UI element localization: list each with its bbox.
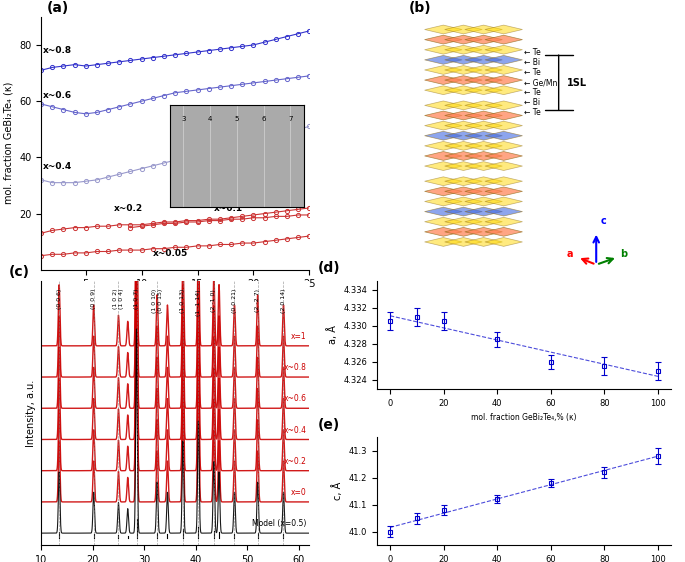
Polygon shape [445, 177, 482, 185]
Text: (0 0 21): (0 0 21) [232, 289, 237, 313]
Text: x~0.05: x~0.05 [153, 249, 188, 258]
Text: (1 0 10)
(0 0 15): (1 0 10) (0 0 15) [152, 289, 162, 313]
Polygon shape [485, 197, 523, 206]
Polygon shape [445, 142, 482, 150]
Polygon shape [485, 187, 523, 196]
Text: ← Te: ← Te [524, 88, 540, 97]
Polygon shape [425, 132, 462, 140]
Polygon shape [485, 66, 523, 74]
Polygon shape [445, 46, 482, 54]
Polygon shape [465, 46, 502, 54]
Polygon shape [465, 162, 502, 170]
Polygon shape [425, 142, 462, 150]
Polygon shape [465, 152, 502, 160]
Polygon shape [425, 76, 462, 84]
Text: ← Ge/Mn: ← Ge/Mn [524, 78, 557, 87]
Polygon shape [465, 177, 502, 185]
Polygon shape [425, 217, 462, 226]
Polygon shape [425, 35, 462, 44]
Polygon shape [485, 238, 523, 246]
Polygon shape [485, 142, 523, 150]
Polygon shape [425, 207, 462, 216]
Polygon shape [465, 217, 502, 226]
Polygon shape [425, 152, 462, 160]
Polygon shape [425, 25, 462, 34]
Polygon shape [425, 86, 462, 94]
Polygon shape [445, 25, 482, 34]
Text: c: c [600, 216, 606, 226]
Polygon shape [425, 121, 462, 130]
Y-axis label: mol. fraction GeBi₂Te₄ (κ): mol. fraction GeBi₂Te₄ (κ) [3, 82, 14, 205]
Polygon shape [445, 217, 482, 226]
Polygon shape [445, 197, 482, 206]
Polygon shape [445, 76, 482, 84]
X-axis label: mol. fraction GeBi₂Te₄,% (κ): mol. fraction GeBi₂Te₄,% (κ) [471, 413, 577, 422]
Text: (d): (d) [318, 261, 340, 275]
Y-axis label: c, Å: c, Å [332, 482, 343, 500]
Text: (c): (c) [9, 265, 30, 279]
Polygon shape [425, 56, 462, 64]
Text: (1 0 7): (1 0 7) [134, 289, 139, 310]
Polygon shape [485, 86, 523, 94]
Text: ← Te: ← Te [524, 68, 540, 77]
Y-axis label: Intensity, a.u.: Intensity, a.u. [25, 379, 36, 447]
Polygon shape [445, 132, 482, 140]
Polygon shape [425, 66, 462, 74]
Polygon shape [425, 238, 462, 246]
Polygon shape [465, 197, 502, 206]
Text: (e): (e) [318, 418, 340, 432]
X-axis label: length of the crystal, mm: length of the crystal, mm [113, 295, 237, 305]
Text: (a): (a) [47, 1, 68, 15]
Text: x=0: x=0 [291, 488, 307, 497]
Polygon shape [445, 121, 482, 130]
Polygon shape [445, 238, 482, 246]
Text: Model (x=0.5): Model (x=0.5) [252, 519, 307, 528]
Y-axis label: a, Å: a, Å [327, 325, 338, 345]
Polygon shape [485, 132, 523, 140]
Polygon shape [445, 66, 482, 74]
Polygon shape [445, 35, 482, 44]
Text: x~0.2: x~0.2 [284, 457, 307, 466]
Text: ← Bi: ← Bi [524, 98, 540, 107]
Polygon shape [465, 76, 502, 84]
Polygon shape [425, 197, 462, 206]
Polygon shape [465, 25, 502, 34]
Text: (b): (b) [408, 1, 431, 15]
Text: x~0.2: x~0.2 [114, 204, 143, 213]
Text: (2 -2 7): (2 -2 7) [256, 289, 260, 312]
Polygon shape [425, 46, 462, 54]
Polygon shape [485, 56, 523, 64]
Polygon shape [485, 25, 523, 34]
Polygon shape [445, 56, 482, 64]
Polygon shape [465, 187, 502, 196]
Polygon shape [425, 187, 462, 196]
Polygon shape [465, 56, 502, 64]
Text: ← Te: ← Te [524, 48, 540, 57]
Text: x=1: x=1 [291, 332, 307, 341]
Polygon shape [465, 66, 502, 74]
Polygon shape [445, 207, 482, 216]
Polygon shape [485, 35, 523, 44]
Text: x~0.6: x~0.6 [284, 395, 307, 404]
Polygon shape [485, 111, 523, 120]
Text: (2 -1 0): (2 -1 0) [212, 289, 216, 312]
Polygon shape [485, 177, 523, 185]
Text: Ge₀.₆Mn₀.₄Bi₂Te₄: Ge₀.₆Mn₀.₄Bi₂Te₄ [181, 105, 258, 115]
Polygon shape [485, 76, 523, 84]
Polygon shape [425, 177, 462, 185]
Text: (1 0 13): (1 0 13) [180, 289, 186, 313]
Polygon shape [465, 35, 502, 44]
Text: b: b [621, 249, 627, 259]
Text: x~0.8: x~0.8 [43, 47, 73, 56]
Polygon shape [465, 142, 502, 150]
Polygon shape [445, 86, 482, 94]
Text: ← Te: ← Te [524, 108, 540, 117]
Polygon shape [485, 207, 523, 216]
Polygon shape [485, 101, 523, 110]
Polygon shape [485, 152, 523, 160]
Polygon shape [485, 46, 523, 54]
Polygon shape [425, 101, 462, 110]
Polygon shape [445, 187, 482, 196]
Text: (2 0 14): (2 0 14) [281, 289, 286, 314]
Polygon shape [445, 162, 482, 170]
